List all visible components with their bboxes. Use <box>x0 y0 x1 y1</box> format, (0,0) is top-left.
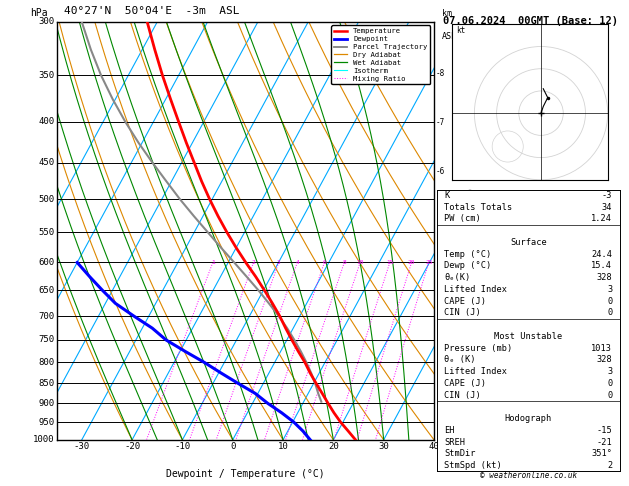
Text: SREH: SREH <box>445 437 465 447</box>
Text: 1000: 1000 <box>33 435 55 444</box>
Text: Temp (°C): Temp (°C) <box>445 250 492 259</box>
Text: -3: -3 <box>436 310 445 318</box>
Text: Surface: Surface <box>510 238 547 247</box>
Text: -2: -2 <box>436 356 445 364</box>
Text: 950: 950 <box>38 417 55 427</box>
Text: 24.4: 24.4 <box>591 250 612 259</box>
Text: Dewp (°C): Dewp (°C) <box>445 261 492 270</box>
Text: StmDir: StmDir <box>445 449 476 458</box>
Text: CAPE (J): CAPE (J) <box>445 296 486 306</box>
Text: 0: 0 <box>230 442 235 451</box>
Text: 800: 800 <box>38 358 55 367</box>
Text: 10: 10 <box>357 260 364 265</box>
Text: CAPE (J): CAPE (J) <box>445 379 486 388</box>
Text: 300: 300 <box>38 17 55 26</box>
Text: -15: -15 <box>596 426 612 435</box>
Text: -8: -8 <box>436 69 445 78</box>
Text: km: km <box>442 9 452 17</box>
Text: -7: -7 <box>436 118 445 127</box>
Text: θₑ(K): θₑ(K) <box>445 273 470 282</box>
Text: 6: 6 <box>323 260 326 265</box>
Text: 0: 0 <box>607 308 612 317</box>
Text: -20: -20 <box>124 442 140 451</box>
Text: 40: 40 <box>428 442 440 451</box>
Text: 900: 900 <box>38 399 55 408</box>
Text: 1: 1 <box>211 260 214 265</box>
Text: 2: 2 <box>607 461 612 470</box>
Text: 8: 8 <box>342 260 346 265</box>
Text: CIN (J): CIN (J) <box>445 391 481 399</box>
Text: 0: 0 <box>607 296 612 306</box>
Text: 500: 500 <box>38 195 55 204</box>
Text: StmSpd (kt): StmSpd (kt) <box>445 461 502 470</box>
Text: -5: -5 <box>436 215 445 224</box>
Text: 1.24: 1.24 <box>591 214 612 224</box>
Text: 3: 3 <box>607 367 612 376</box>
Text: 0: 0 <box>607 379 612 388</box>
Text: 20: 20 <box>328 442 339 451</box>
Legend: Temperature, Dewpoint, Parcel Trajectory, Dry Adiabat, Wet Adiabat, Isotherm, Mi: Temperature, Dewpoint, Parcel Trajectory… <box>331 25 430 85</box>
Text: -1: -1 <box>436 402 445 411</box>
Text: 650: 650 <box>38 286 55 295</box>
Text: 34: 34 <box>602 203 612 212</box>
Text: -21: -21 <box>596 437 612 447</box>
Text: 25: 25 <box>425 260 433 265</box>
Text: 10: 10 <box>277 442 289 451</box>
Text: 328: 328 <box>596 355 612 364</box>
Text: 3: 3 <box>277 260 281 265</box>
Text: 328: 328 <box>596 273 612 282</box>
Text: -10: -10 <box>174 442 191 451</box>
Text: Pressure (mb): Pressure (mb) <box>445 344 513 353</box>
Text: 30: 30 <box>378 442 389 451</box>
Text: Hodograph: Hodograph <box>504 414 552 423</box>
Text: 20: 20 <box>408 260 415 265</box>
Text: 850: 850 <box>38 379 55 388</box>
Text: 351°: 351° <box>591 449 612 458</box>
Text: 2: 2 <box>252 260 255 265</box>
Text: 400: 400 <box>38 117 55 126</box>
Text: -4: -4 <box>436 262 445 272</box>
Text: -LCL: -LCL <box>436 397 454 406</box>
Text: 0: 0 <box>607 391 612 399</box>
Text: PW (cm): PW (cm) <box>445 214 481 224</box>
Text: 15.4: 15.4 <box>591 261 612 270</box>
Text: Most Unstable: Most Unstable <box>494 332 562 341</box>
Text: 15: 15 <box>386 260 394 265</box>
Text: Mixing Ratio (g/kg): Mixing Ratio (g/kg) <box>467 187 476 275</box>
Text: 700: 700 <box>38 312 55 320</box>
Text: Lifted Index: Lifted Index <box>445 285 508 294</box>
Text: hPa: hPa <box>30 8 48 17</box>
Text: EH: EH <box>445 426 455 435</box>
Text: ASL: ASL <box>442 32 457 41</box>
Text: K: K <box>445 191 450 200</box>
Text: 3: 3 <box>607 285 612 294</box>
Text: 07.06.2024  00GMT (Base: 12): 07.06.2024 00GMT (Base: 12) <box>443 16 618 26</box>
Text: 40°27'N  50°04'E  -3m  ASL: 40°27'N 50°04'E -3m ASL <box>64 6 240 16</box>
Text: Dewpoint / Temperature (°C): Dewpoint / Temperature (°C) <box>166 469 325 479</box>
Text: © weatheronline.co.uk: © weatheronline.co.uk <box>480 471 577 480</box>
Text: Lifted Index: Lifted Index <box>445 367 508 376</box>
Text: -6: -6 <box>436 167 445 176</box>
Text: θₑ (K): θₑ (K) <box>445 355 476 364</box>
Text: kt: kt <box>457 26 466 35</box>
Text: 350: 350 <box>38 71 55 80</box>
Text: 1013: 1013 <box>591 344 612 353</box>
Text: 450: 450 <box>38 158 55 167</box>
Text: 750: 750 <box>38 335 55 345</box>
Text: 4: 4 <box>296 260 299 265</box>
Text: 600: 600 <box>38 258 55 267</box>
Text: -30: -30 <box>74 442 90 451</box>
Text: Totals Totals: Totals Totals <box>445 203 513 212</box>
Text: 550: 550 <box>38 228 55 237</box>
Text: CIN (J): CIN (J) <box>445 308 481 317</box>
Text: -3: -3 <box>602 191 612 200</box>
